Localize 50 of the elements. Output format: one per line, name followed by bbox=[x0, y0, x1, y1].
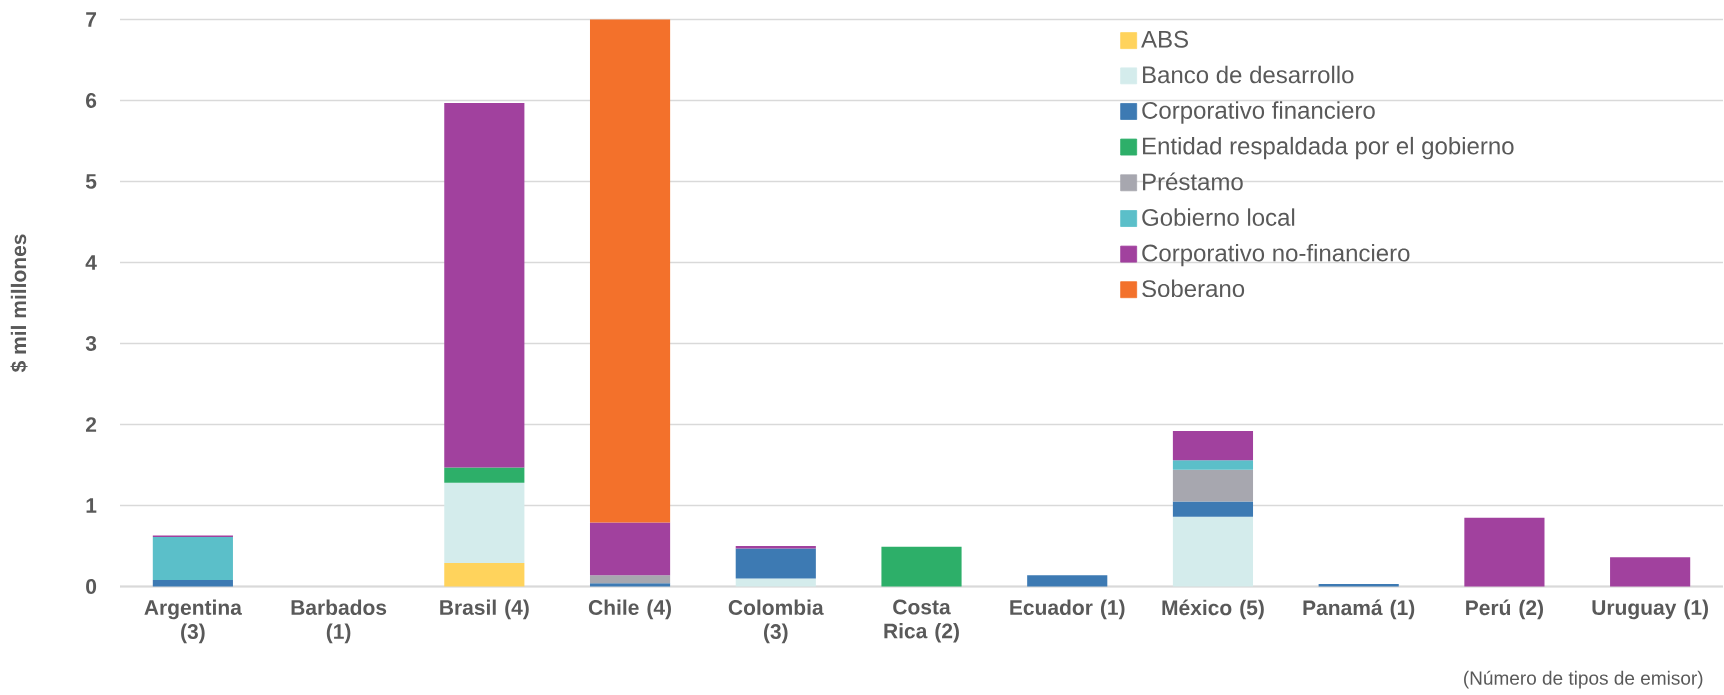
legend-label: Banco de desarrollo bbox=[1143, 65, 1354, 84]
x-tick-label: Ecuador (1) bbox=[1010, 599, 1125, 620]
y-tick-label: 3 bbox=[85, 336, 97, 351]
bar bbox=[444, 102, 525, 468]
bar bbox=[444, 467, 525, 483]
y-tick-label: 1 bbox=[86, 498, 97, 513]
legend-label: Corporativo financiero bbox=[1142, 101, 1375, 124]
y-tick-label: 6 bbox=[86, 93, 97, 108]
bar bbox=[1172, 501, 1254, 517]
bar bbox=[152, 537, 233, 581]
x-tick-label: México (5) bbox=[1162, 599, 1264, 620]
bar bbox=[1172, 430, 1254, 461]
bar bbox=[1172, 469, 1254, 502]
legend-label: Préstamo bbox=[1143, 172, 1243, 191]
x-tick-label: Costa Rica (2) bbox=[884, 599, 959, 643]
bar bbox=[1027, 575, 1108, 587]
x-tick-label: Chile (4) bbox=[588, 599, 671, 620]
bar bbox=[881, 546, 962, 587]
text: (Número de tipos de emisor) bbox=[1464, 670, 1703, 689]
y-tick-label: 2 bbox=[85, 417, 97, 432]
bar bbox=[589, 583, 671, 587]
x-tick-label: Perú (2) bbox=[1466, 599, 1544, 620]
x-tick-label: Barbados (1) bbox=[291, 599, 387, 644]
bar bbox=[444, 562, 525, 587]
bar bbox=[444, 482, 525, 563]
x-tick-label: Brasil (4) bbox=[440, 599, 529, 620]
y-axis-title: $ mil millones bbox=[10, 234, 28, 373]
bar bbox=[589, 19, 671, 523]
y-tick-label: 0 bbox=[86, 579, 97, 594]
legend-label: Corporativo no-financiero bbox=[1142, 243, 1410, 267]
y-tick-label: 7 bbox=[86, 12, 97, 27]
legend-label: Soberano bbox=[1142, 279, 1245, 298]
y-tick-label: 4 bbox=[85, 255, 97, 270]
x-tick-label: Colombia (3) bbox=[728, 599, 824, 644]
bar bbox=[589, 575, 671, 584]
bar bbox=[152, 580, 233, 587]
x-tick-label: Uruguay (1) bbox=[1592, 599, 1708, 620]
bar bbox=[1172, 460, 1254, 470]
x-tick-label: Panamá (1) bbox=[1303, 599, 1415, 620]
bar bbox=[1172, 516, 1254, 587]
bar bbox=[735, 548, 816, 579]
y-tick-label: 5 bbox=[85, 174, 97, 189]
bar bbox=[1464, 517, 1545, 587]
x-tick-label: Argentina (3) bbox=[144, 599, 242, 644]
bar bbox=[735, 578, 816, 587]
legend-label: ABS bbox=[1141, 30, 1188, 48]
bar bbox=[589, 522, 671, 576]
legend-label: Gobierno local bbox=[1142, 208, 1295, 226]
bar bbox=[1610, 557, 1691, 587]
legend-label: Entidad respaldada por el gobierno bbox=[1143, 136, 1514, 160]
